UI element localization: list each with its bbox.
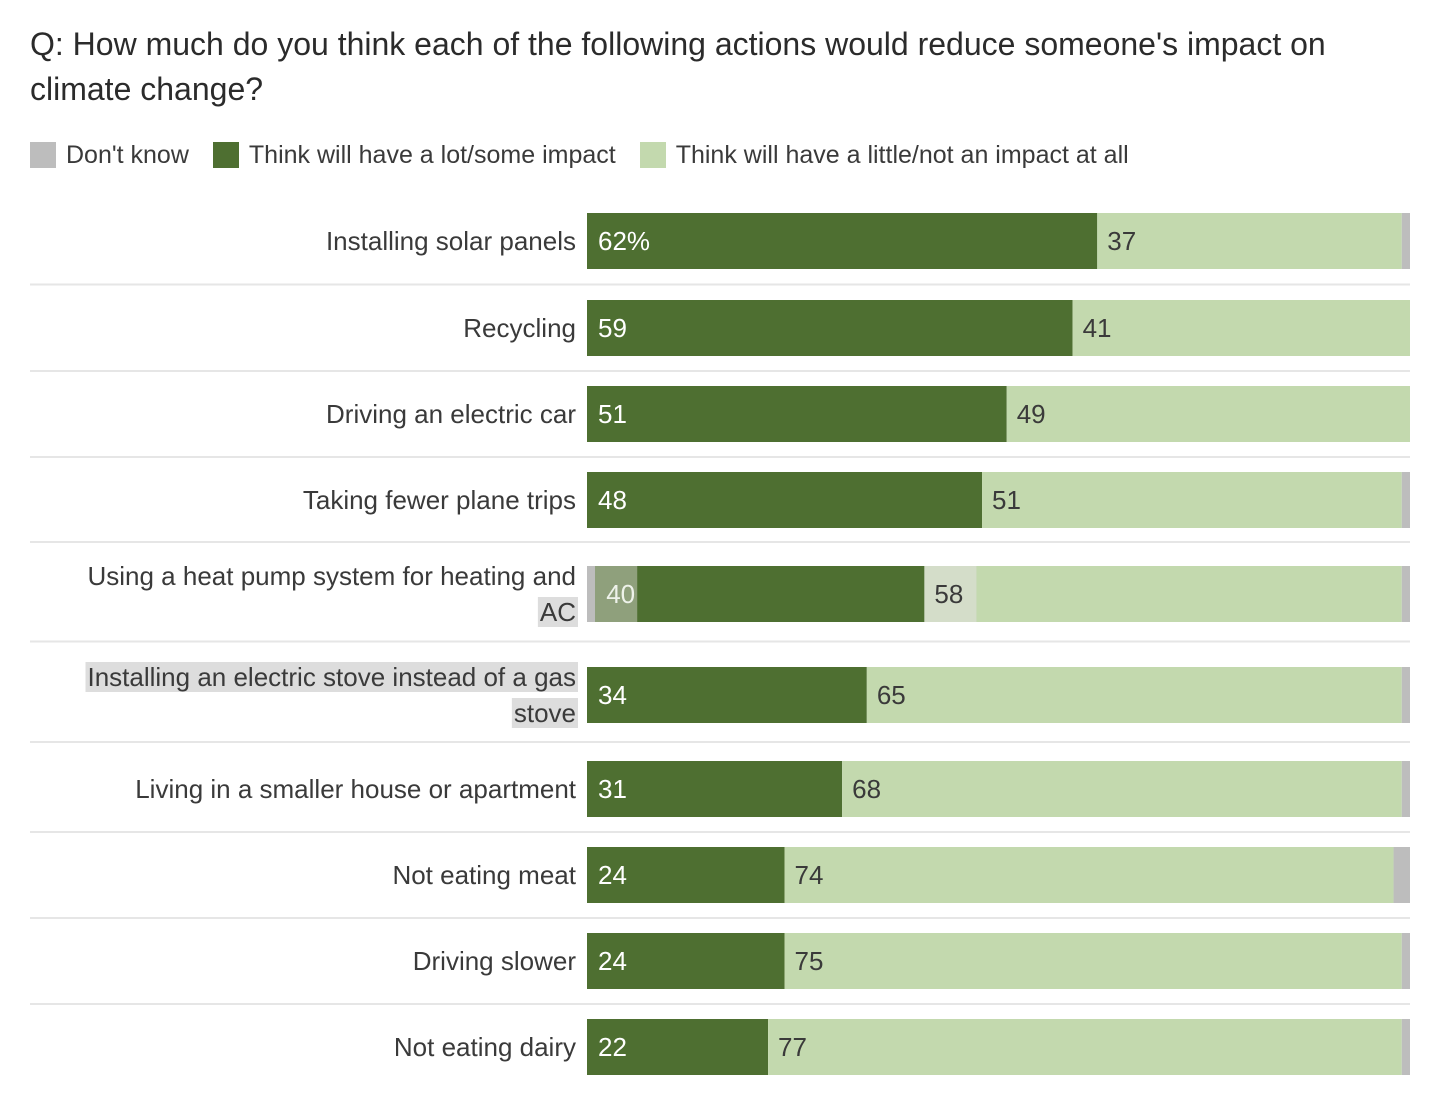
legend-swatch-little-no-impact <box>639 142 666 168</box>
row-label: Taking fewer plane trips <box>303 485 576 515</box>
bar-lot-some-impact <box>587 386 1007 442</box>
bar-little-no-impact <box>1072 300 1410 356</box>
value-label-little-no-impact: 65 <box>877 680 906 710</box>
value-label-little-no-impact: 37 <box>1107 226 1136 256</box>
row-label: stove <box>514 698 576 728</box>
legend-item-dont-know: Don't know <box>30 141 189 170</box>
bar-dont-know <box>1401 566 1410 622</box>
bar-dont-know <box>1401 933 1410 989</box>
bar-lot-some-impact <box>595 566 925 622</box>
bar-dont-know <box>1401 667 1410 723</box>
bar-dont-know <box>1401 1019 1410 1075</box>
row-label-highlight <box>511 698 578 728</box>
value-label-little-no-impact: 49 <box>1017 399 1046 429</box>
bar-lot-some-impact <box>587 213 1098 269</box>
stacked-bar-chart: 62% 37 Installing solar panels 59 41 Recyclin… <box>30 213 1410 1075</box>
value-label-little-no-impact: 75 <box>795 946 824 976</box>
value-label-lot-some-impact: 59 <box>598 313 627 343</box>
value-label-little-no-impact: 77 <box>778 1032 807 1062</box>
legend-label-lot-some-impact: Think will have a lot/some impact <box>248 140 616 169</box>
legend-item-lot-some-impact: Think will have a lot/some impact <box>212 140 616 170</box>
bar-little-no-impact <box>924 566 1402 622</box>
value-label-lot-some-impact: 34 <box>598 680 627 710</box>
value-label-little-no-impact: 51 <box>992 485 1021 515</box>
legend-label-little-no-impact: Think will have a little/not an impact a… <box>675 140 1129 169</box>
row-label: Living in a smaller house or apartment <box>135 774 577 804</box>
row-label: Not eating dairy <box>394 1032 576 1062</box>
bar-value-highlight <box>595 566 638 622</box>
value-label-little-no-impact: 74 <box>795 860 824 890</box>
bar-lot-some-impact <box>587 933 785 989</box>
bar-little-no-impact <box>866 667 1402 723</box>
row-label: Driving slower <box>413 946 577 976</box>
legend-label-dont-know: Don't know <box>66 140 189 169</box>
legend-item-little-no-impact: Think will have a little/not an impact a… <box>639 140 1129 170</box>
row-label: Driving an electric car <box>326 399 576 429</box>
legend-swatch-lot-some-impact <box>212 142 239 168</box>
value-label-little-no-impact: 68 <box>852 774 881 804</box>
bar-little-no-impact <box>1006 386 1410 442</box>
bar-lot-some-impact <box>587 300 1073 356</box>
bar-value-highlight <box>924 566 977 622</box>
bar-dont-know <box>1393 847 1410 903</box>
legend: Don't know Think will have a lot/some im… <box>30 138 1153 172</box>
bar-lot-some-impact <box>587 667 867 723</box>
legend-swatch-dont-know <box>30 142 56 168</box>
value-label-lot-some-impact: 22 <box>598 1032 627 1062</box>
value-label-lot-some-impact: 24 <box>598 860 627 890</box>
row-label: Recycling <box>463 313 576 343</box>
row-label-highlight <box>85 662 578 692</box>
bar-little-no-impact <box>768 1019 1402 1075</box>
bar-little-no-impact <box>982 472 1402 528</box>
value-label-little-no-impact: 58 <box>934 579 963 609</box>
value-label-lot-some-impact: 24 <box>598 946 627 976</box>
bar-lot-some-impact <box>587 847 785 903</box>
bar-lot-some-impact <box>587 472 983 528</box>
value-label-lot-some-impact: 31 <box>598 774 627 804</box>
bar-lot-some-impact <box>587 1019 769 1075</box>
bar-little-no-impact <box>842 761 1402 817</box>
value-label-lot-some-impact: 40 <box>606 579 635 609</box>
value-label-lot-some-impact: 48 <box>598 485 627 515</box>
row-label: Using a heat pump system for heating and <box>87 561 576 591</box>
chart-title: Q: How much do you think each of the fol… <box>30 26 1326 107</box>
bar-little-no-impact <box>1097 213 1402 269</box>
bar-little-no-impact <box>784 847 1394 903</box>
bar-little-no-impact <box>784 933 1402 989</box>
row-label-highlight <box>537 597 578 627</box>
value-label-lot-some-impact: 62% <box>598 226 650 256</box>
row-label: AC <box>540 597 576 627</box>
bar-dont-know <box>1401 213 1410 269</box>
row-label: Installing solar panels <box>326 226 576 256</box>
value-label-lot-some-impact: 51 <box>598 399 627 429</box>
row-label: Not eating meat <box>392 860 576 890</box>
bar-dont-know-left <box>587 566 596 622</box>
bar-dont-know <box>1401 472 1410 528</box>
value-label-little-no-impact: 41 <box>1083 313 1112 343</box>
bar-dont-know <box>1401 761 1410 817</box>
row-label: Installing an electric stove instead of … <box>87 662 576 692</box>
bar-lot-some-impact <box>587 761 843 817</box>
